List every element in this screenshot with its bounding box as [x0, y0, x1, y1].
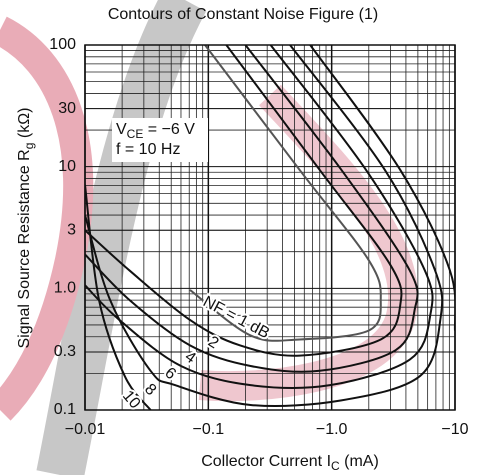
annotation: f = 10 Hz	[116, 141, 180, 158]
annotation: VCE = −6 V	[116, 121, 195, 141]
contour-label: 6	[161, 364, 179, 383]
y-tick-label: 30	[58, 100, 76, 117]
contour-line	[85, 45, 419, 373]
plot-frame	[84, 44, 456, 411]
y-tick-label: 1.0	[54, 280, 76, 297]
x-axis-label: Collector Current IC (mA)	[201, 453, 379, 473]
chart-title: Contours of Constant Noise Figure (1)	[108, 6, 378, 23]
y-tick-label: 0.1	[54, 401, 76, 418]
y-tick-label: 10	[58, 158, 76, 175]
y-tick-label: 100	[49, 36, 76, 53]
contour-label: NF = 1 dB	[200, 293, 272, 342]
x-tick-label: −0.01	[65, 421, 106, 438]
contour-line	[85, 45, 403, 357]
contour-line	[85, 45, 444, 407]
contour-line	[85, 45, 455, 410]
x-tick-label: −10	[441, 421, 468, 438]
contour-label: 10	[119, 388, 144, 413]
x-tick-label: −0.1	[193, 421, 225, 438]
contour-line	[85, 45, 434, 389]
annotation-box	[112, 118, 208, 162]
contour-line	[189, 45, 382, 342]
x-tick-label: −1.0	[316, 421, 348, 438]
grid	[84, 44, 456, 411]
contour-label: 2	[205, 333, 222, 352]
y-axis-label: Signal Source Resistance Rg (kΩ)	[16, 108, 36, 349]
y-tick-label: 0.3	[54, 343, 76, 360]
contours	[85, 45, 455, 410]
watermark	[0, 0, 419, 475]
y-tick-label: 3	[67, 222, 76, 239]
